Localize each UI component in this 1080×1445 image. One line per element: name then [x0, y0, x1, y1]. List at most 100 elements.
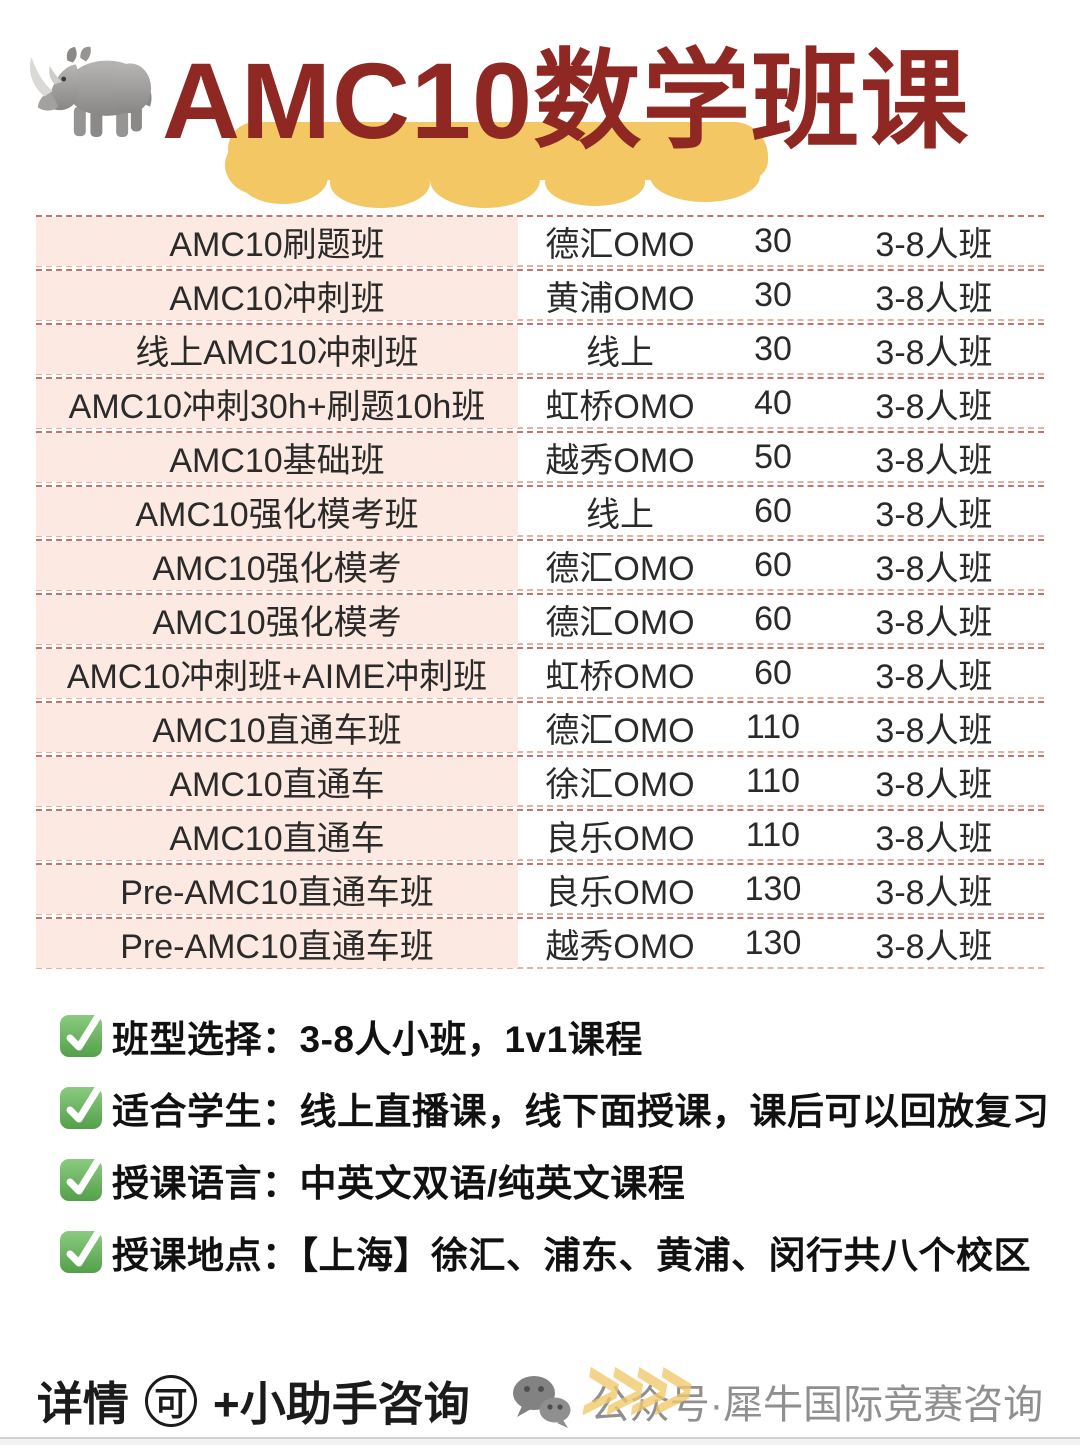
cell-name: AMC10刷题班	[36, 217, 518, 266]
cell-name: AMC10直通车	[36, 811, 518, 860]
page-title: AMC10数学班课	[162, 40, 970, 161]
title-highlight-blob	[545, 158, 645, 206]
cell-size: 3-8人班	[875, 820, 993, 858]
table-row: Pre-AMC10直通车班 越秀OMO 130 3-8人班	[36, 917, 1044, 969]
cell-campus: 良乐OMO	[545, 820, 695, 858]
check-icon	[60, 1230, 102, 1273]
feature-text: 授课语言：中英文双语/纯英文课程	[112, 1163, 686, 1204]
cell-name: AMC10直通车班	[36, 703, 518, 752]
cell-hours: 110	[745, 708, 801, 746]
check-icon	[60, 1086, 102, 1129]
cell-hours: 60	[754, 654, 792, 692]
table-row: AMC10冲刺班 黄浦OMO 30 3-8人班	[36, 269, 1044, 321]
class-table: AMC10刷题班 德汇OMO 30 3-8人班 AMC10冲刺班 黄浦OMO 30 3-8人班…	[36, 215, 1044, 969]
cell-hours: 50	[754, 438, 792, 476]
footer: 详情 可 +小助手咨询 >>>> 公众号·犀牛国际竞赛咨询	[0, 1341, 1080, 1441]
cell-hours: 60	[754, 492, 792, 530]
table-row: AMC10冲刺30h+刷题10h班 虹桥OMO 40 3-8人班	[36, 377, 1044, 429]
cell-hours: 30	[754, 222, 792, 260]
cell-size: 3-8人班	[875, 928, 993, 966]
cell-size: 3-8人班	[875, 442, 993, 480]
table-row: AMC10冲刺班+AIME冲刺班 虹桥OMO 60 3-8人班	[36, 647, 1044, 699]
cell-name: 线上AMC10冲刺班	[36, 325, 518, 374]
feature-text: 班型选择：3-8人小班，1v1课程	[112, 1019, 643, 1060]
cell-hours: 130	[744, 924, 802, 962]
feature-location: 授课地点：【上海】徐汇、浦东、黄浦、闵行共八个校区	[60, 1229, 1080, 1276]
cell-hours: 30	[754, 330, 792, 368]
cell-name: AMC10冲刺班+AIME冲刺班	[36, 649, 518, 698]
cell-size: 3-8人班	[875, 388, 993, 426]
table-row: Pre-AMC10直通车班 良乐OMO 130 3-8人班	[36, 863, 1044, 915]
chevron-arrows-icon: >>>>	[574, 1341, 690, 1442]
cell-campus: 黄浦OMO	[545, 280, 695, 318]
cell-size: 3-8人班	[875, 226, 993, 264]
cell-campus: 越秀OMO	[545, 928, 695, 966]
cell-campus: 德汇OMO	[545, 604, 695, 642]
table-row: AMC10直通车 徐汇OMO 110 3-8人班	[36, 755, 1044, 807]
title-highlight-blob	[650, 150, 760, 202]
cell-hours: 30	[754, 276, 792, 314]
cell-hours: 40	[754, 384, 792, 422]
cell-size: 3-8人班	[875, 550, 993, 588]
header: AMC10数学班课	[0, 0, 1080, 215]
title-highlight-blob	[430, 152, 540, 208]
cell-size: 3-8人班	[875, 280, 993, 318]
table-row: AMC10直通车班 德汇OMO 110 3-8人班	[36, 701, 1044, 753]
table-row: AMC10强化模考 德汇OMO 60 3-8人班	[36, 593, 1044, 645]
cell-campus: 虹桥OMO	[545, 658, 695, 696]
bottom-edge-line	[0, 1437, 1080, 1445]
table-row: AMC10刷题班 德汇OMO 30 3-8人班	[36, 215, 1044, 267]
cell-campus: 良乐OMO	[545, 874, 695, 912]
cell-hours: 110	[745, 816, 801, 854]
cell-name: AMC10强化模考	[36, 541, 518, 590]
cell-campus: 线上	[586, 334, 654, 372]
cell-hours: 60	[754, 546, 792, 584]
cell-hours: 130	[744, 870, 802, 908]
cell-name: AMC10强化模考	[36, 595, 518, 644]
cell-name: Pre-AMC10直通车班	[36, 865, 518, 914]
cell-size: 3-8人班	[875, 766, 993, 804]
feature-language: 授课语言：中英文双语/纯英文课程	[60, 1157, 1080, 1204]
circled-char: 可	[144, 1375, 197, 1427]
feature-text: 适合学生：线上直播课，线下面授课，课后可以回放复习	[112, 1091, 1050, 1132]
cell-name: Pre-AMC10直通车班	[36, 919, 518, 968]
rhino-icon	[29, 46, 152, 137]
wechat-icon	[512, 1376, 571, 1428]
title-highlight-blob	[225, 135, 295, 195]
table-row: AMC10直通车 良乐OMO 110 3-8人班	[36, 809, 1044, 861]
table-row: AMC10基础班 越秀OMO 50 3-8人班	[36, 431, 1044, 483]
cell-name: AMC10冲刺30h+刷题10h班	[36, 379, 518, 428]
cell-name: AMC10直通车	[36, 757, 518, 806]
cell-hours: 60	[754, 600, 792, 638]
cell-size: 3-8人班	[875, 658, 993, 696]
feature-students: 适合学生：线上直播课，线下面授课，课后可以回放复习	[60, 1085, 1080, 1132]
table-row: AMC10强化模考 德汇OMO 60 3-8人班	[36, 539, 1044, 591]
title-highlight-blob	[330, 158, 430, 208]
footer-detail-label: 详情	[36, 1378, 129, 1430]
table-row: AMC10强化模考班 线上 60 3-8人班	[36, 485, 1044, 537]
cell-size: 3-8人班	[875, 712, 993, 750]
cell-name: AMC10冲刺班	[36, 271, 518, 320]
official-account: >>>> 公众号·犀牛国际竞赛咨询	[575, 1341, 1044, 1441]
check-icon	[60, 1158, 102, 1201]
cell-campus: 虹桥OMO	[545, 388, 695, 426]
cell-campus: 线上	[586, 496, 654, 534]
cell-name: AMC10基础班	[36, 433, 518, 482]
footer-assistant-label: +小助手咨询	[212, 1378, 470, 1430]
feature-text: 授课地点：【上海】徐汇、浦东、黄浦、闵行共八个校区	[112, 1235, 1031, 1276]
cell-name: AMC10强化模考班	[36, 487, 518, 536]
table-row: 线上AMC10冲刺班 线上 30 3-8人班	[36, 323, 1044, 375]
feature-class-type: 班型选择：3-8人小班，1v1课程	[60, 1013, 1080, 1060]
cell-campus: 德汇OMO	[545, 226, 695, 264]
cell-size: 3-8人班	[875, 496, 993, 534]
cell-size: 3-8人班	[875, 874, 993, 912]
cell-size: 3-8人班	[875, 604, 993, 642]
official-account-text: 公众号·犀牛国际竞赛咨询	[589, 1383, 1044, 1427]
cell-campus: 徐汇OMO	[545, 766, 695, 804]
cell-campus: 越秀OMO	[545, 442, 695, 480]
cell-size: 3-8人班	[875, 334, 993, 372]
check-icon	[60, 1014, 102, 1057]
cell-campus: 德汇OMO	[545, 550, 695, 588]
cell-campus: 德汇OMO	[545, 712, 695, 750]
cell-hours: 110	[745, 762, 801, 800]
